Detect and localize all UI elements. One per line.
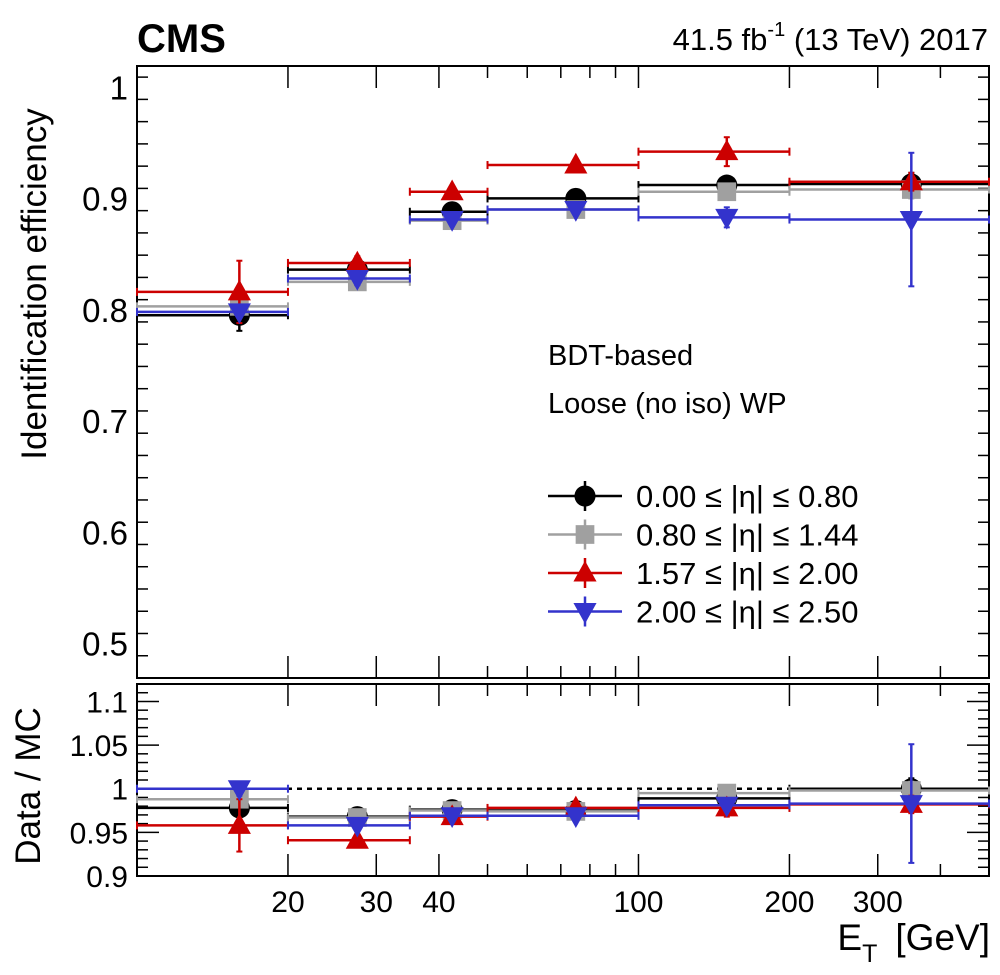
lumi-conditions: (13 TeV) 2017 bbox=[785, 22, 988, 57]
top-panel-frame bbox=[136, 65, 990, 679]
series-1 bbox=[136, 179, 990, 316]
bottom-panel-axis-ticks bbox=[137, 683, 989, 877]
series-2 bbox=[136, 136, 990, 325]
marker-triangle-up bbox=[345, 250, 369, 272]
bottom-panel-y-tick-labels: 0.9 0.95 1 1.05 1.1 bbox=[70, 686, 128, 894]
top-y-axis-title: Identification efficiency bbox=[15, 108, 54, 460]
top-y-tick-label: 0.9 bbox=[82, 181, 128, 218]
marker-triangle-down bbox=[573, 603, 597, 624]
series-2 bbox=[136, 792, 990, 853]
marker-triangle-up bbox=[573, 560, 597, 582]
legend-label: 1.57 ≤ |η| ≤ 2.00 bbox=[636, 556, 859, 591]
legend-label: 2.00 ≤ |η| ≤ 2.50 bbox=[636, 595, 859, 630]
legend-entry: 0.00 ≤ |η| ≤ 0.80 bbox=[548, 479, 859, 514]
top-panel-axis-ticks bbox=[137, 66, 989, 679]
x-axis-title-subscript: T bbox=[862, 940, 877, 968]
x-axis-tick-labels: 20 30 40 100 200 300 bbox=[271, 886, 903, 919]
marker-square bbox=[717, 182, 737, 202]
x-axis-title: ET [GeV] bbox=[837, 917, 990, 968]
series-3 bbox=[136, 743, 990, 864]
marker-triangle-up bbox=[564, 152, 588, 174]
lumi-label: 41.5 fb-1 (13 TeV) 2017 bbox=[673, 19, 988, 57]
bottom-y-tick-label: 1 bbox=[111, 774, 128, 807]
marker-triangle-up bbox=[227, 279, 251, 301]
x-tick-label: 40 bbox=[422, 886, 455, 919]
marker-triangle-down bbox=[899, 211, 923, 232]
marker-triangle-down bbox=[440, 807, 464, 829]
marker-triangle-down bbox=[564, 807, 588, 829]
marker-triangle-down bbox=[345, 816, 369, 838]
top-y-tick-label: 0.8 bbox=[82, 292, 128, 329]
annotation-line-2: Loose (no iso) WP bbox=[548, 388, 787, 420]
top-y-tick-label: 0.7 bbox=[82, 403, 128, 440]
marker-triangle-down bbox=[345, 270, 369, 291]
legend-entry: 1.57 ≤ |η| ≤ 2.00 bbox=[548, 556, 859, 591]
marker-triangle-up bbox=[227, 813, 251, 834]
x-axis-title-unit: [GeV] bbox=[895, 917, 990, 958]
x-tick-label: 20 bbox=[271, 886, 304, 919]
legend: 0.00 ≤ |η| ≤ 0.80 0.80 ≤ |η| ≤ 1.441.57 ≤… bbox=[548, 479, 859, 630]
top-panel-series bbox=[136, 136, 990, 332]
series-3 bbox=[136, 151, 990, 325]
lumi-value: 41.5 fb bbox=[673, 22, 768, 57]
legend-entry: 0.80 ≤ |η| ≤ 1.44 bbox=[548, 518, 859, 553]
marker-triangle-up bbox=[345, 827, 369, 849]
marker-triangle-down bbox=[715, 208, 739, 230]
top-y-tick-label: 0.5 bbox=[82, 626, 128, 663]
marker-triangle-up bbox=[715, 139, 739, 161]
bottom-y-tick-label: 1.05 bbox=[70, 730, 128, 763]
marker-triangle-down bbox=[440, 211, 464, 232]
marker-square bbox=[575, 525, 595, 544]
marker-triangle-down bbox=[227, 303, 251, 325]
x-tick-label: 300 bbox=[853, 886, 903, 919]
marker-triangle-down bbox=[227, 780, 251, 801]
marker-triangle-up bbox=[440, 179, 464, 201]
marker-circle bbox=[574, 485, 596, 507]
x-tick-label: 100 bbox=[613, 886, 663, 919]
lumi-exponent: -1 bbox=[767, 19, 785, 41]
x-tick-label: 200 bbox=[764, 886, 814, 919]
legend-entry: 2.00 ≤ |η| ≤ 2.50 bbox=[548, 595, 859, 630]
top-y-tick-label: 0.6 bbox=[82, 514, 128, 551]
x-tick-label: 30 bbox=[360, 886, 393, 919]
bottom-panel-frame bbox=[136, 683, 990, 877]
experiment-label: CMS bbox=[137, 17, 226, 61]
bottom-panel-series bbox=[136, 743, 990, 864]
annotation-line-1: BDT-based bbox=[548, 340, 693, 372]
bottom-y-tick-label: 0.9 bbox=[86, 861, 128, 894]
bottom-y-tick-label: 0.95 bbox=[70, 817, 128, 850]
legend-label: 0.00 ≤ |η| ≤ 0.80 bbox=[636, 479, 859, 514]
legend-label: 0.80 ≤ |η| ≤ 1.44 bbox=[636, 518, 859, 553]
bottom-y-tick-label: 1.1 bbox=[86, 686, 128, 719]
marker-triangle-down bbox=[899, 795, 923, 816]
x-axis-title-main: E bbox=[837, 917, 862, 958]
marker-triangle-down bbox=[715, 796, 739, 818]
top-y-tick-label: 1 bbox=[110, 69, 128, 106]
bottom-y-axis-title: Data / MC bbox=[9, 707, 48, 865]
top-panel-y-tick-labels: 0.5 0.6 0.7 0.8 0.9 1 bbox=[82, 69, 128, 662]
marker-triangle-down bbox=[564, 201, 588, 222]
